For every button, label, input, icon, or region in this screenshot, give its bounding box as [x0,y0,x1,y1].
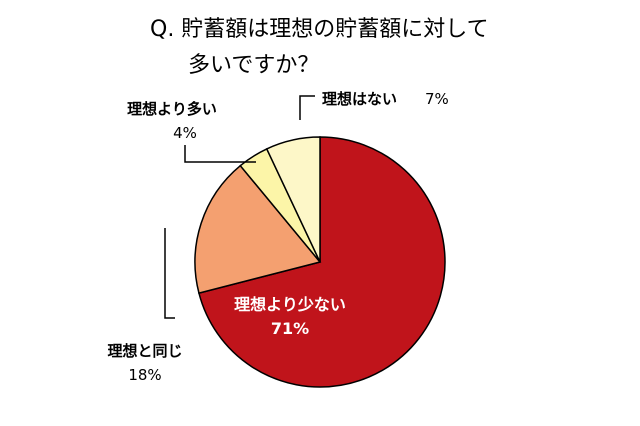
leader-line-more [184,145,256,163]
slice-none [265,136,321,263]
slice-label-none: 理想はない [322,90,397,108]
slice-label-more: 理想より多い [127,100,217,118]
slice-less [198,136,446,388]
slice-value-less: 71% [271,319,309,338]
leader-line-same [164,228,175,319]
chart-title-line-2: 多いですか？ [188,53,319,78]
slice-label-same: 理想と同じ [107,342,182,360]
slice-value-more: 4% [173,124,197,142]
slice-same [194,164,322,295]
pie-slices [194,136,446,388]
chart-title-line-1: Q. 貯蓄額は理想の貯蓄額に対して [150,17,489,42]
leader-line-none [299,95,315,120]
slice-label-less: 理想より少ない [234,295,346,314]
slice-value-none: 7% [425,90,449,108]
slice-value-same: 18% [128,366,161,384]
